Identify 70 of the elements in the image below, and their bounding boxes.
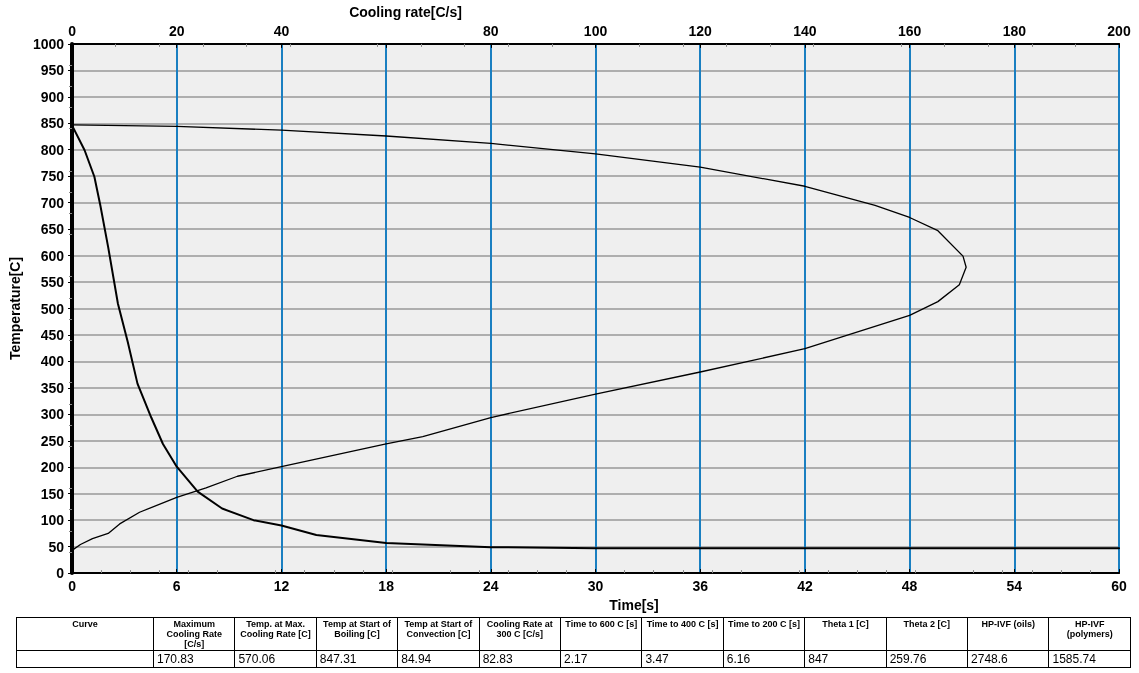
text: 2.17: [560, 650, 642, 668]
text: Theta 2 [C]: [886, 617, 968, 651]
y-tick-label: 500: [40, 300, 65, 317]
x-tick-label: 48: [901, 578, 918, 595]
text: Theta 1 [C]: [804, 617, 887, 651]
x-tick-label: 18: [378, 578, 395, 595]
text: HP-IVF (oils): [967, 617, 1049, 651]
text: Time to 600 C [s]: [560, 617, 642, 651]
text: 6.16: [723, 650, 805, 668]
y-tick-label: 250: [40, 432, 65, 449]
x2-tick-label: 200: [1107, 22, 1131, 39]
text: Temp at Start of Boiling [C]: [316, 617, 398, 651]
y-tick-label: 150: [40, 485, 65, 502]
x2-tick-label: 100: [583, 22, 608, 39]
text: Maximum Cooling Rate [C/s]: [153, 617, 235, 651]
text: 84.94: [397, 650, 480, 668]
text: Time to 200 C [s]: [723, 617, 805, 651]
x2-tick-label: 160: [897, 22, 922, 39]
x-tick-label: 54: [1006, 578, 1023, 595]
y-tick-label: 50: [48, 538, 65, 555]
x2-tick-label: 40: [273, 22, 290, 39]
text: 259.76: [886, 650, 968, 668]
x2-tick-label: 0: [68, 22, 77, 39]
y-tick-label: 400: [40, 353, 65, 370]
x2-tick-label: 120: [688, 22, 713, 39]
text: Temp at Start of Convection [C]: [397, 617, 480, 651]
x2-tick-label: 20: [168, 22, 185, 39]
x-tick-label: 24: [483, 578, 499, 595]
x2-tick-label: 80: [483, 22, 499, 39]
y-tick-label: 100: [40, 512, 65, 529]
y-tick-label: 700: [40, 194, 65, 211]
y-tick-label: 600: [40, 247, 65, 264]
y-tick-label: 950: [40, 62, 65, 79]
y-tick-label: 750: [40, 168, 65, 185]
text: 847.31: [316, 650, 398, 668]
x2-tick-label: 140: [793, 22, 817, 39]
text: 847: [804, 650, 887, 668]
x-tick-label: 12: [273, 578, 290, 595]
x-tick-label: 6: [172, 578, 181, 595]
text: 3.47: [641, 650, 724, 668]
x-tick-label: 0: [68, 578, 77, 595]
x2-tick-label: 180: [1002, 22, 1027, 39]
y-tick-label: 300: [40, 406, 65, 423]
text: 1585.74: [1048, 650, 1131, 668]
y-tick-label: 550: [40, 274, 65, 291]
text: Temp. at Max. Cooling Rate [C]: [234, 617, 317, 651]
text: HP-IVF (polymers): [1048, 617, 1131, 651]
text: Cooling Rate at 300 C [C/s]: [479, 617, 561, 651]
y-tick-label: 900: [40, 88, 65, 105]
y-tick-label: 850: [40, 115, 65, 132]
x-tick-label: 36: [692, 578, 709, 595]
y-tick-label: 650: [40, 221, 65, 238]
x-tick-label: 42: [797, 578, 813, 595]
y-tick-label: 350: [40, 379, 65, 396]
text: 82.83: [479, 650, 561, 668]
y-tick-label: 200: [40, 459, 65, 476]
text: Time to 400 C [s]: [641, 617, 724, 651]
y-tick-label: 450: [40, 326, 65, 343]
x-tick-label: 30: [587, 578, 604, 595]
y-tick-label: 0: [56, 565, 65, 582]
x-tick-label: 60: [1111, 578, 1127, 595]
y-tick-label: 1000: [32, 35, 65, 52]
y-axis-title: Temperature[C]: [7, 256, 23, 361]
text: 170.83: [153, 650, 235, 668]
y-tick-label: 800: [40, 141, 65, 158]
text: Curve: [16, 617, 154, 651]
text: 570.06: [234, 650, 317, 668]
x2-axis-title: Cooling rate[C/s]: [349, 4, 462, 20]
text: 2748.6: [967, 650, 1049, 668]
x-axis-title: Time[s]: [609, 597, 659, 613]
